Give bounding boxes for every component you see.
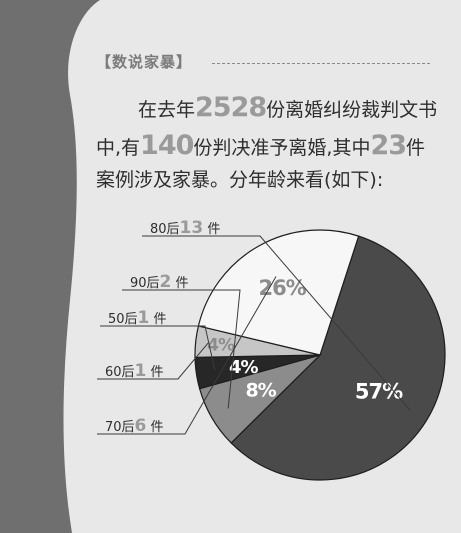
pie-percent-label-3: 4%: [229, 357, 259, 378]
intro-text: 件: [406, 137, 426, 159]
intro-text: 中,有: [96, 137, 141, 159]
total-judgments-number: 2528: [195, 92, 267, 123]
leader-line-3: [100, 325, 216, 371]
pie-percent-label-1: 57%: [355, 380, 403, 404]
category-label-2: 90后2 件: [130, 272, 189, 292]
intro-line-3: 案例涉及家暴。分年龄来看(如下):: [96, 165, 461, 192]
pie-slice-5: [197, 229, 360, 356]
category-label-1: 80后13 件: [150, 218, 220, 238]
category-label-4: 60后1 件: [105, 361, 164, 381]
leader-line-4: [97, 342, 209, 380]
intro-text: 份判决准予离婚,其中: [193, 137, 371, 159]
pie-slice-1: [230, 235, 446, 481]
pie-percent-label-5: 26%: [258, 276, 306, 300]
intro-text: 份离婚纠纷裁判文书: [266, 99, 438, 121]
header-divider: [212, 63, 430, 64]
category-label-3: 50后1 件: [108, 308, 167, 328]
section-tag: 【数说家暴】: [96, 53, 193, 71]
pie-percent-label-4: 4%: [207, 335, 235, 355]
divorce-granted-number: 140: [140, 130, 194, 161]
category-label-5: 70后6 件: [105, 416, 164, 436]
intro-text: 案例涉及家暴。分年龄来看(如下):: [96, 169, 384, 191]
pie-percent-label-2: 8%: [245, 379, 276, 401]
intro-line-1: 在去年2528份离婚纠纷裁判文书: [138, 92, 461, 123]
leader-line-2: [122, 289, 241, 409]
intro-text: 在去年: [138, 99, 196, 121]
leader-line-1: [142, 235, 411, 412]
intro-line-2: 中,有140份判决准予离婚,其中23件: [96, 130, 461, 161]
dv-cases-number: 23: [370, 130, 407, 161]
leader-line-5: [97, 276, 277, 435]
